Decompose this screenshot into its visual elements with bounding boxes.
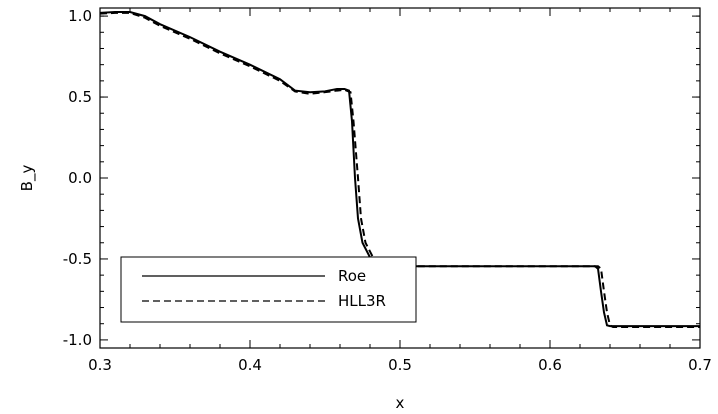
y-axis-ticks: -1.0 -0.5 0.0 0.5 1.0 — [63, 7, 700, 349]
x-tick-label: 0.7 — [688, 356, 712, 374]
legend-box — [120, 256, 417, 323]
x-tick-label: 0.5 — [388, 356, 412, 374]
x-tick-label: 0.6 — [538, 356, 562, 374]
x-axis-ticks: 0.3 0.4 0.5 0.6 0.7 — [88, 8, 712, 374]
x-tick-label: 0.3 — [88, 356, 112, 374]
series-layer — [100, 11, 700, 328]
series-line-roe — [100, 11, 700, 328]
legend: Roe HLL3R — [120, 256, 417, 323]
x-axis-label: x — [396, 394, 405, 412]
y-tick-label: 1.0 — [68, 7, 92, 25]
y-tick-label: -1.0 — [63, 331, 92, 349]
legend-label: HLL3R — [338, 292, 386, 310]
series-line-hll3r — [100, 11, 700, 328]
y-tick-label: 0.5 — [68, 88, 92, 106]
y-tick-label: 0.0 — [68, 169, 92, 187]
legend-label: Roe — [338, 267, 366, 285]
y-tick-label: -0.5 — [63, 250, 92, 268]
x-tick-label: 0.4 — [238, 356, 262, 374]
y-axis-label: B_y — [18, 165, 37, 192]
